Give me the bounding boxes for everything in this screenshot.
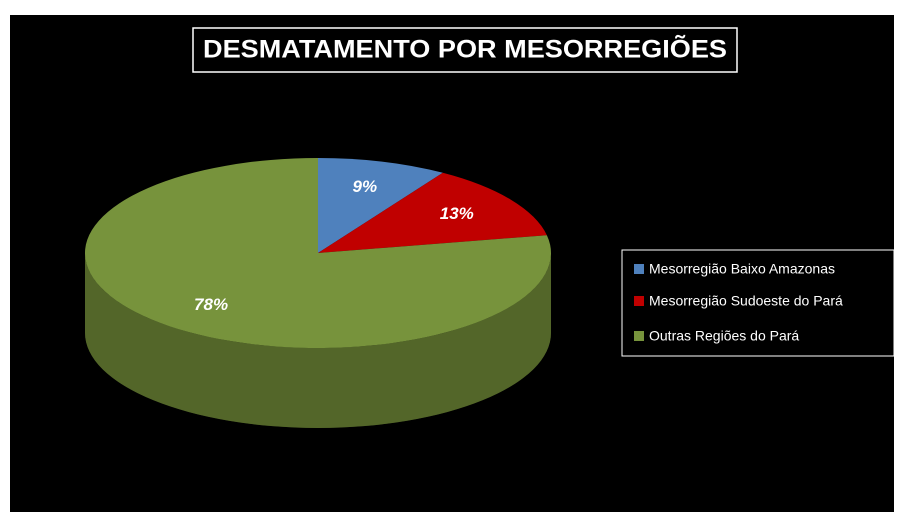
chart-title: DESMATAMENTO POR MESORREGIÕES bbox=[203, 34, 727, 64]
pie-slice bbox=[318, 158, 443, 253]
pie-slice bbox=[84, 158, 551, 349]
legend-label: Outras Regiões do Pará bbox=[649, 328, 799, 344]
legend-swatch bbox=[634, 264, 644, 274]
data-label: 13% bbox=[440, 204, 474, 223]
pie-side bbox=[85, 253, 551, 428]
data-label: 9% bbox=[353, 177, 378, 196]
legend-swatch bbox=[634, 331, 644, 341]
legend-label: Mesorregião Sudoeste do Pará bbox=[649, 293, 843, 309]
legend-label: Mesorregião Baixo Amazonas bbox=[649, 261, 835, 277]
pie-slice bbox=[318, 172, 547, 253]
title-box bbox=[192, 27, 738, 73]
legend-swatch bbox=[634, 296, 644, 306]
legend-box bbox=[621, 249, 895, 357]
data-label: 78% bbox=[194, 295, 228, 314]
